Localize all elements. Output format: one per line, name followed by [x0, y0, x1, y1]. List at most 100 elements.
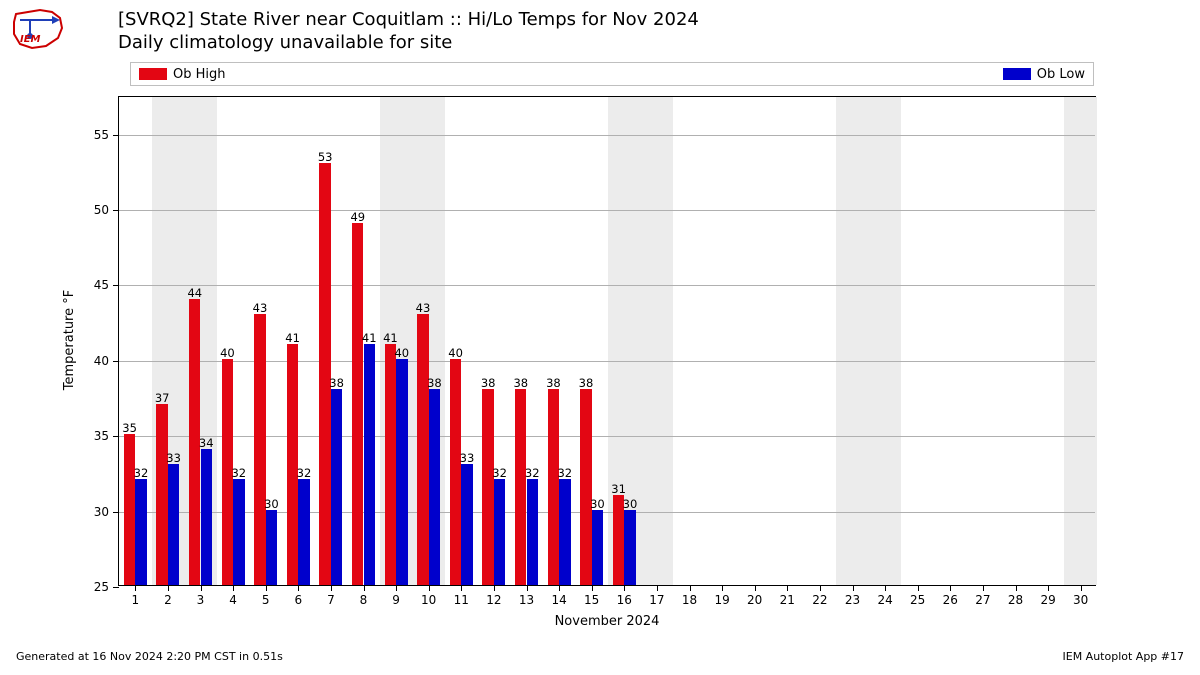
- x-tick: [690, 585, 691, 591]
- bar-label-low: 41: [362, 331, 377, 345]
- x-tick: [364, 585, 365, 591]
- bar-high: [287, 344, 298, 585]
- bar-label-low: 32: [297, 466, 312, 480]
- x-tick: [950, 585, 951, 591]
- legend-item-high: Ob High: [139, 67, 226, 82]
- bar-label-low: 38: [329, 376, 344, 390]
- x-tick: [396, 585, 397, 591]
- x-tick-label: 27: [975, 593, 990, 607]
- x-tick: [461, 585, 462, 591]
- bar-label-high: 37: [155, 391, 170, 405]
- bar-high: [417, 314, 428, 585]
- x-tick-label: 29: [1040, 593, 1055, 607]
- y-tick: [113, 587, 119, 588]
- bar-low: [624, 510, 635, 585]
- bar-low: [201, 449, 212, 585]
- x-tick-label: 17: [649, 593, 664, 607]
- bar-label-low: 32: [557, 466, 572, 480]
- x-tick: [494, 585, 495, 591]
- bar-low: [559, 479, 570, 585]
- grid-line: [119, 135, 1095, 136]
- bar-label-high: 53: [318, 150, 333, 164]
- footer-app: IEM Autoplot App #17: [1063, 650, 1185, 663]
- legend-swatch-low: [1003, 68, 1031, 80]
- x-tick-label: 2: [164, 593, 172, 607]
- bar-low: [592, 510, 603, 585]
- x-tick-label: 25: [910, 593, 925, 607]
- x-tick: [787, 585, 788, 591]
- bar-label-low: 30: [623, 497, 638, 511]
- y-tick: [113, 210, 119, 211]
- bar-low: [168, 464, 179, 585]
- bar-high: [482, 389, 493, 585]
- bar-low: [527, 479, 538, 585]
- x-tick-label: 5: [262, 593, 270, 607]
- x-tick-label: 9: [392, 593, 400, 607]
- bar-label-high: 38: [579, 376, 594, 390]
- x-tick-label: 13: [519, 593, 534, 607]
- y-tick: [113, 436, 119, 437]
- bar-low: [429, 389, 440, 585]
- legend: Ob High Ob Low: [130, 62, 1094, 86]
- bar-high: [548, 389, 559, 585]
- x-tick: [592, 585, 593, 591]
- y-tick: [113, 361, 119, 362]
- y-tick-label: 50: [94, 203, 109, 217]
- bar-label-low: 38: [427, 376, 442, 390]
- x-tick: [853, 585, 854, 591]
- bar-high: [124, 434, 135, 585]
- x-tick: [298, 585, 299, 591]
- bar-label-high: 49: [350, 210, 365, 224]
- bar-label-low: 33: [460, 451, 475, 465]
- x-tick-label: 3: [197, 593, 205, 607]
- x-tick-label: 10: [421, 593, 436, 607]
- bar-high: [450, 359, 461, 585]
- bar-high: [515, 389, 526, 585]
- x-tick-label: 18: [682, 593, 697, 607]
- bar-low: [298, 479, 309, 585]
- x-tick-label: 21: [780, 593, 795, 607]
- x-tick-label: 30: [1073, 593, 1088, 607]
- y-tick: [113, 512, 119, 513]
- bar-high: [156, 404, 167, 585]
- bar-label-high: 38: [481, 376, 496, 390]
- bar-label-high: 40: [448, 346, 463, 360]
- plot-area: November 2024 25303540455055123456789101…: [118, 96, 1096, 586]
- bar-label-low: 32: [134, 466, 149, 480]
- y-tick-label: 40: [94, 354, 109, 368]
- bar-label-low: 34: [199, 436, 214, 450]
- x-tick: [429, 585, 430, 591]
- x-tick-label: 16: [617, 593, 632, 607]
- bar-label-high: 41: [383, 331, 398, 345]
- x-tick-label: 4: [229, 593, 237, 607]
- x-tick-label: 1: [131, 593, 139, 607]
- x-tick: [527, 585, 528, 591]
- x-tick: [559, 585, 560, 591]
- y-tick-label: 25: [94, 580, 109, 594]
- svg-text:IEM: IEM: [20, 34, 41, 45]
- bar-label-low: 30: [590, 497, 605, 511]
- x-tick: [168, 585, 169, 591]
- x-tick: [657, 585, 658, 591]
- legend-item-low: Ob Low: [1003, 67, 1085, 82]
- bar-label-high: 38: [513, 376, 528, 390]
- bar-low: [233, 479, 244, 585]
- bar-high: [352, 223, 363, 585]
- x-tick: [135, 585, 136, 591]
- bar-low: [461, 464, 472, 585]
- x-tick-label: 19: [714, 593, 729, 607]
- bar-label-high: 40: [220, 346, 235, 360]
- bar-low: [494, 479, 505, 585]
- x-tick-label: 20: [747, 593, 762, 607]
- y-tick: [113, 135, 119, 136]
- x-tick: [201, 585, 202, 591]
- bar-high: [254, 314, 265, 585]
- x-tick: [331, 585, 332, 591]
- legend-label-high: Ob High: [173, 67, 226, 82]
- chart-title-block: [SVRQ2] State River near Coquitlam :: Hi…: [118, 8, 699, 55]
- bar-high: [319, 163, 330, 585]
- bar-low: [266, 510, 277, 585]
- y-tick-label: 55: [94, 128, 109, 142]
- x-axis-label: November 2024: [555, 614, 660, 629]
- x-tick: [1016, 585, 1017, 591]
